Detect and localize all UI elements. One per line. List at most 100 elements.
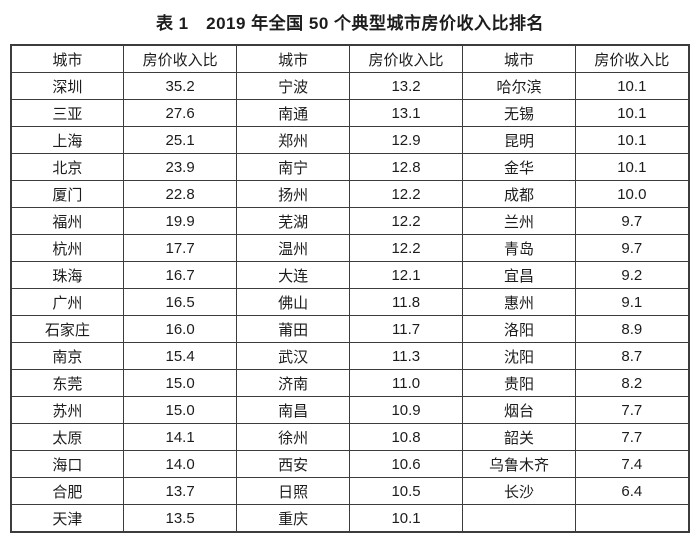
ratio-cell: 10.0 (574, 180, 690, 208)
ratio-cell: 8.2 (574, 369, 690, 397)
ratio-cell: 11.7 (348, 315, 464, 343)
city-cell: 宜昌 (462, 261, 576, 289)
city-cell: 乌鲁木齐 (462, 450, 576, 478)
city-cell: 福州 (10, 207, 124, 235)
table-row: 三亚 27.6 南通 13.1 无锡 10.1 (10, 99, 690, 127)
city-cell: 莆田 (236, 315, 350, 343)
city-cell: 太原 (10, 423, 124, 451)
city-cell: 西安 (236, 450, 350, 478)
table-row: 合肥 13.7 日照 10.5 长沙 6.4 (10, 477, 690, 505)
city-cell: 北京 (10, 153, 124, 181)
ratio-cell: 10.1 (574, 153, 690, 181)
header-city: 城市 (462, 44, 576, 73)
city-cell: 扬州 (236, 180, 350, 208)
city-cell: 佛山 (236, 288, 350, 316)
city-cell (462, 504, 576, 533)
city-cell: 东莞 (10, 369, 124, 397)
header-ratio: 房价收入比 (574, 44, 690, 73)
ratio-cell: 12.2 (348, 234, 464, 262)
ratio-cell: 14.1 (122, 423, 238, 451)
city-cell: 温州 (236, 234, 350, 262)
city-cell: 厦门 (10, 180, 124, 208)
ratio-cell: 16.7 (122, 261, 238, 289)
ratio-cell: 9.2 (574, 261, 690, 289)
city-cell: 长沙 (462, 477, 576, 505)
ratio-cell: 19.9 (122, 207, 238, 235)
ratio-cell: 9.7 (574, 234, 690, 262)
city-cell: 济南 (236, 369, 350, 397)
table-body: 深圳 35.2 宁波 13.2 哈尔滨 10.1 三亚 27.6 南通 13.1 无锡 10.1 上海 2… (10, 72, 690, 533)
ratio-cell: 10.1 (574, 126, 690, 154)
table-row: 太原 14.1 徐州 10.8 韶关 7.7 (10, 423, 690, 451)
table-row: 上海 25.1 郑州 12.9 昆明 10.1 (10, 126, 690, 154)
table-row: 苏州 15.0 南昌 10.9 烟台 7.7 (10, 396, 690, 424)
ratio-cell: 12.9 (348, 126, 464, 154)
ratio-cell: 12.2 (348, 180, 464, 208)
city-cell: 哈尔滨 (462, 72, 576, 100)
city-cell: 宁波 (236, 72, 350, 100)
ratio-cell: 25.1 (122, 126, 238, 154)
ratio-cell: 15.0 (122, 396, 238, 424)
ratio-cell: 35.2 (122, 72, 238, 100)
city-cell: 青岛 (462, 234, 576, 262)
ratio-cell: 13.1 (348, 99, 464, 127)
ratio-cell: 12.2 (348, 207, 464, 235)
ratio-cell: 7.7 (574, 396, 690, 424)
ratio-cell (574, 504, 690, 533)
city-cell: 郑州 (236, 126, 350, 154)
ratio-cell: 17.7 (122, 234, 238, 262)
ratio-cell: 14.0 (122, 450, 238, 478)
ratio-cell: 16.0 (122, 315, 238, 343)
table-row: 珠海 16.7 大连 12.1 宜昌 9.2 (10, 261, 690, 289)
table-row: 北京 23.9 南宁 12.8 金华 10.1 (10, 153, 690, 181)
city-cell: 金华 (462, 153, 576, 181)
city-cell: 成都 (462, 180, 576, 208)
ratio-cell: 10.5 (348, 477, 464, 505)
ratio-cell: 6.4 (574, 477, 690, 505)
header-ratio: 房价收入比 (122, 44, 238, 73)
city-cell: 重庆 (236, 504, 350, 533)
city-cell: 大连 (236, 261, 350, 289)
city-cell: 杭州 (10, 234, 124, 262)
table-row: 深圳 35.2 宁波 13.2 哈尔滨 10.1 (10, 72, 690, 100)
ratio-cell: 10.8 (348, 423, 464, 451)
city-cell: 贵阳 (462, 369, 576, 397)
city-cell: 苏州 (10, 396, 124, 424)
table-row: 天津 13.5 重庆 10.1 (10, 504, 690, 533)
ratio-cell: 9.1 (574, 288, 690, 316)
city-cell: 武汉 (236, 342, 350, 370)
ratio-cell: 13.7 (122, 477, 238, 505)
table-row: 厦门 22.8 扬州 12.2 成都 10.0 (10, 180, 690, 208)
table-row: 广州 16.5 佛山 11.8 惠州 9.1 (10, 288, 690, 316)
city-cell: 南通 (236, 99, 350, 127)
table-row: 福州 19.9 芜湖 12.2 兰州 9.7 (10, 207, 690, 235)
ratio-cell: 13.2 (348, 72, 464, 100)
city-cell: 南昌 (236, 396, 350, 424)
housing-price-income-ratio-table: 城市 房价收入比 城市 房价收入比 城市 房价收入比 深圳 35.2 宁波 13.2 哈尔滨 10.… (10, 44, 690, 533)
city-cell: 洛阳 (462, 315, 576, 343)
ratio-cell: 10.1 (574, 72, 690, 100)
city-cell: 沈阳 (462, 342, 576, 370)
ratio-cell: 12.8 (348, 153, 464, 181)
ratio-cell: 10.6 (348, 450, 464, 478)
ratio-cell: 8.9 (574, 315, 690, 343)
city-cell: 上海 (10, 126, 124, 154)
city-cell: 日照 (236, 477, 350, 505)
city-cell: 广州 (10, 288, 124, 316)
header-city: 城市 (10, 44, 124, 73)
header-ratio: 房价收入比 (348, 44, 464, 73)
city-cell: 三亚 (10, 99, 124, 127)
city-cell: 天津 (10, 504, 124, 533)
city-cell: 徐州 (236, 423, 350, 451)
ratio-cell: 8.7 (574, 342, 690, 370)
table-row: 南京 15.4 武汉 11.3 沈阳 8.7 (10, 342, 690, 370)
ratio-cell: 13.5 (122, 504, 238, 533)
city-cell: 南宁 (236, 153, 350, 181)
city-cell: 惠州 (462, 288, 576, 316)
ratio-cell: 7.4 (574, 450, 690, 478)
city-cell: 烟台 (462, 396, 576, 424)
ratio-cell: 10.1 (574, 99, 690, 127)
city-cell: 无锡 (462, 99, 576, 127)
table-row: 海口 14.0 西安 10.6 乌鲁木齐 7.4 (10, 450, 690, 478)
